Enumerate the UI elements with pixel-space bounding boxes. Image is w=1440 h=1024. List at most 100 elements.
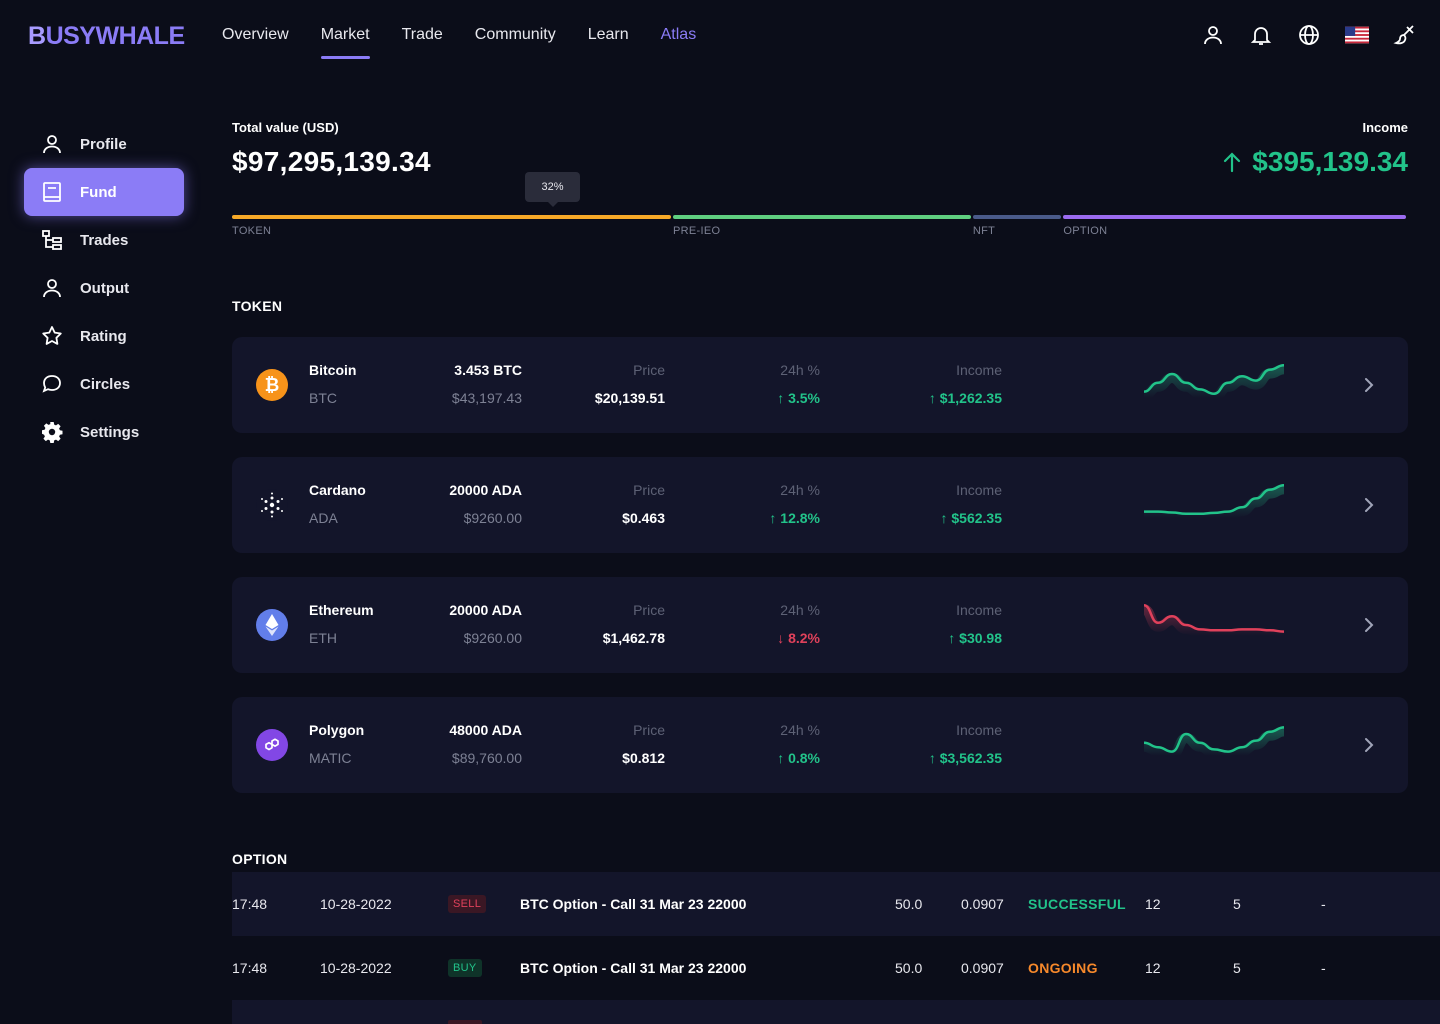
allocation-tooltip: 32% xyxy=(525,172,580,207)
nav-market[interactable]: Market xyxy=(320,24,370,59)
sidebar-item-trades[interactable]: Trades xyxy=(24,216,184,264)
allocation-bar xyxy=(232,215,1408,219)
allocation-label: TOKEN xyxy=(232,225,272,237)
side-cell: BUY xyxy=(448,936,482,1000)
option-amount: 50.0 xyxy=(895,960,923,976)
token-symbol: ETH xyxy=(309,630,337,646)
option-col2: 5 xyxy=(1233,896,1241,912)
nav-trade[interactable]: Trade xyxy=(401,26,443,43)
us-flag-icon[interactable] xyxy=(1344,22,1370,48)
user-icon xyxy=(43,135,61,154)
chevron-right-icon[interactable] xyxy=(1358,375,1378,395)
gear-icon xyxy=(42,422,63,443)
user-icon[interactable] xyxy=(1200,22,1226,48)
income-label: Income xyxy=(956,722,1002,738)
token-income: ↑ $3,562.35 xyxy=(928,750,1002,766)
price-label: Price xyxy=(633,362,665,378)
cardano-icon xyxy=(256,489,288,521)
income-value: $395,139.34 xyxy=(1222,146,1408,178)
sparkline-chart xyxy=(1144,603,1284,641)
polygon-icon xyxy=(256,729,288,761)
price-label: Price xyxy=(633,482,665,498)
nav-atlas[interactable]: Atlas xyxy=(660,26,697,43)
chevron-right-icon[interactable] xyxy=(1358,735,1378,755)
token-usd-value: $43,197.43 xyxy=(451,390,522,406)
logo[interactable]: BUSYWHALE xyxy=(28,22,185,50)
allocation-segment-pre-ieo[interactable] xyxy=(673,215,971,219)
token-income: ↑ $562.35 xyxy=(940,510,1003,526)
income-label: Income xyxy=(956,602,1002,618)
sidebar-item-rating[interactable]: Rating xyxy=(24,312,184,360)
income-amount: $395,139.34 xyxy=(1252,146,1408,177)
allocation-segment-option[interactable] xyxy=(1063,215,1406,219)
token-name: Polygon xyxy=(309,722,365,738)
option-col3: - xyxy=(1321,960,1326,976)
token-income: ↑ $30.98 xyxy=(948,630,1002,646)
allocation-segment-token[interactable] xyxy=(232,215,671,219)
sidebar-item-settings[interactable]: Settings xyxy=(24,408,184,456)
chevron-right-icon[interactable] xyxy=(1358,495,1378,515)
globe-icon[interactable] xyxy=(1296,22,1322,48)
option-section-title: OPTION xyxy=(232,851,288,867)
sidebar-item-label: Profile xyxy=(80,135,127,153)
option-price: 0.0907 xyxy=(961,896,1004,912)
option-col1: 12 xyxy=(1145,960,1161,976)
arrow-up-icon xyxy=(1224,152,1241,173)
table-row[interactable]: 17:48 10-28-2022 BUY BTC Option - Call 31 M… xyxy=(232,936,1440,1000)
sidebar-item-output[interactable]: Output xyxy=(24,264,184,312)
token-name: Cardano xyxy=(309,482,366,498)
option-title[interactable]: BTC Option - Call 31 Mar 23 22000 xyxy=(520,896,747,912)
token-price: $0.463 xyxy=(622,510,665,526)
token-price: $1,462.78 xyxy=(602,630,665,646)
nav-learn[interactable]: Learn xyxy=(587,26,629,43)
income-label: Income xyxy=(956,482,1002,498)
token-row-matic[interactable]: Polygon MATIC 48000 ADA $89,760.00 Price $0.8… xyxy=(232,697,1408,793)
token-row-btc[interactable]: ₿ Bitcoin BTC 3.453 BTC $43,197.43 Price $20,1… xyxy=(232,337,1408,433)
sidebar-item-fund[interactable]: Fund xyxy=(24,168,184,216)
option-date: 10-28-2022 xyxy=(320,960,392,976)
sidebar-item-profile[interactable]: Profile xyxy=(24,120,184,168)
ethereum-icon xyxy=(256,609,288,641)
token-symbol: BTC xyxy=(309,390,337,406)
token-price: $20,139.51 xyxy=(594,390,665,406)
token-name: Ethereum xyxy=(309,602,374,618)
chevron-right-icon[interactable] xyxy=(1358,615,1378,635)
sidebar-item-label: Fund xyxy=(80,183,117,201)
token-amount: 48000 ADA xyxy=(449,722,522,738)
total-value-label: Total value (USD) xyxy=(232,120,339,135)
sell-badge: SELL xyxy=(448,895,487,913)
bitcoin-icon: ₿ xyxy=(256,369,288,401)
brush-icon[interactable] xyxy=(1392,22,1418,48)
option-amount: 50.0 xyxy=(895,896,923,912)
top-bar: BUSYWHALE Overview Market Trade Communit… xyxy=(0,0,1440,72)
main-nav: Overview Market Trade Community Learn At… xyxy=(222,24,697,59)
token-change: ↑ 3.5% xyxy=(777,390,820,406)
svg-text:₿: ₿ xyxy=(265,375,280,396)
token-usd-value: $9260.00 xyxy=(463,510,522,526)
buy-badge: BUY xyxy=(448,959,482,977)
sidebar-item-label: Trades xyxy=(80,231,129,249)
sidebar-item-circles[interactable]: Circles xyxy=(24,360,184,408)
token-name: Bitcoin xyxy=(309,362,357,378)
sidebar-item-label: Output xyxy=(80,279,130,297)
nav-overview[interactable]: Overview xyxy=(222,26,289,43)
option-col3: - xyxy=(1321,896,1326,912)
option-time: 17:48 xyxy=(232,896,268,912)
bell-icon[interactable] xyxy=(1248,22,1274,48)
token-amount: 20000 ADA xyxy=(449,482,522,498)
token-row-eth[interactable]: Ethereum ETH 20000 ADA $9260.00 Price $1,462.… xyxy=(232,577,1408,673)
allocation-segment-nft[interactable] xyxy=(972,215,1062,219)
token-change: ↑ 0.8% xyxy=(777,750,820,766)
token-row-ada[interactable]: Cardano ADA 20000 ADA $9260.00 Price $0.463 24… xyxy=(232,457,1408,553)
option-col1: 12 xyxy=(1145,896,1161,912)
token-section-title: TOKEN xyxy=(232,298,283,314)
option-title[interactable]: BTC Option - Call 31 Mar 23 22000 xyxy=(520,960,747,976)
sparkline-line xyxy=(1144,603,1284,633)
token-change: ↑ 12.8% xyxy=(769,510,820,526)
nav-community[interactable]: Community xyxy=(474,26,556,43)
table-row[interactable]: 17:48 10-28-2022 SELL BTC Option - Call 31 … xyxy=(232,872,1440,936)
token-symbol: MATIC xyxy=(309,750,352,766)
change-label: 24h % xyxy=(780,602,820,618)
token-amount: 20000 ADA xyxy=(449,602,522,618)
table-row[interactable] xyxy=(232,1000,1440,1024)
